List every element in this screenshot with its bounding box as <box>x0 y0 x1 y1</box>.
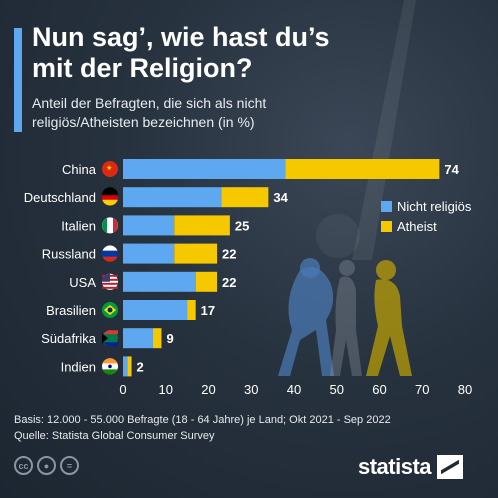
svg-text:★: ★ <box>106 164 112 172</box>
x-tick-label: 0 <box>119 382 126 397</box>
flags-group: ★ <box>102 161 118 375</box>
total-label: 25 <box>235 218 249 233</box>
x-tick-label: 60 <box>372 382 386 397</box>
usa-flag-icon <box>102 273 118 290</box>
total-label: 17 <box>201 303 215 318</box>
total-label: 9 <box>166 331 173 346</box>
legend-label: Atheist <box>397 219 437 234</box>
category-label: USA <box>69 275 96 290</box>
category-label: Südafrika <box>41 331 97 346</box>
statista-mark-icon <box>437 455 464 479</box>
total-labels: 74 34 25 22 22 17 9 2 <box>137 162 460 374</box>
category-label: China <box>62 162 97 177</box>
bar-nicht-religioes <box>123 300 188 320</box>
bar-nicht-religioes <box>123 187 222 208</box>
x-tick-label: 30 <box>244 382 258 397</box>
title-accent-bar <box>14 28 22 132</box>
license-icons: cc ● = <box>14 456 79 475</box>
evolution-illustration-icon <box>278 0 416 376</box>
statista-logo[interactable]: statista <box>358 454 464 480</box>
footer-basis: Basis: 12.000 - 55.000 Befragte (18 - 64… <box>14 414 391 426</box>
total-label: 2 <box>137 359 144 374</box>
footer-source: Quelle: Statista Global Consumer Survey <box>14 430 215 442</box>
category-label: Indien <box>61 359 96 374</box>
bar-atheist <box>174 215 230 236</box>
legend-swatch <box>381 201 392 212</box>
category-label: Italien <box>61 218 96 233</box>
x-tick-label: 40 <box>287 382 301 397</box>
bar-nicht-religioes <box>123 271 196 292</box>
legend-swatch <box>381 221 392 232</box>
brand-name: statista <box>358 454 432 479</box>
x-axis-ticks: 0 10 20 30 40 50 60 70 80 <box>119 382 472 397</box>
category-labels: China Deutschland Italien Russland USA Brasil… <box>24 162 97 374</box>
x-tick-label: 70 <box>415 382 429 397</box>
x-tick-label: 80 <box>458 382 472 397</box>
south-africa-flag-icon <box>102 330 118 347</box>
x-tick-label: 10 <box>159 382 173 397</box>
india-flag-icon <box>102 358 118 375</box>
bar-atheist <box>174 243 218 264</box>
chart-title: Nun sag’, wie hast du’s mit der Religion… <box>32 22 330 83</box>
total-label: 34 <box>273 190 288 205</box>
bar-nicht-religioes <box>123 159 286 179</box>
bar-atheist <box>127 356 132 377</box>
category-label: Deutschland <box>24 190 96 205</box>
bars-group <box>123 159 440 377</box>
bar-nicht-religioes <box>123 215 175 236</box>
bar-nicht-religioes <box>123 356 128 377</box>
bar-atheist <box>187 300 196 320</box>
total-label: 74 <box>444 162 459 177</box>
bar-atheist <box>195 271 218 292</box>
footer: Basis: 12.000 - 55.000 Befragte (18 - 64… <box>14 412 391 444</box>
bar-atheist <box>152 328 162 349</box>
brazil-flag-icon <box>102 302 118 318</box>
bar-atheist <box>221 187 269 208</box>
legend: Nicht religiös Atheist <box>381 199 472 234</box>
bar-nicht-religioes <box>123 243 175 264</box>
x-tick-label: 50 <box>330 382 344 397</box>
legend-label: Nicht religiös <box>397 199 472 214</box>
russia-flag-icon <box>102 245 118 262</box>
total-label: 22 <box>222 275 236 290</box>
category-label: Brasilien <box>46 303 96 318</box>
chart-subtitle: Anteil der Befragten, die sich als nicht… <box>32 95 267 130</box>
cc-icon: cc <box>14 456 33 475</box>
person-icon: ● <box>37 456 56 475</box>
bar-atheist <box>285 159 440 179</box>
total-label: 22 <box>222 247 236 262</box>
category-label: Russland <box>42 247 96 262</box>
bar-nicht-religioes <box>123 328 153 349</box>
equals-icon: = <box>60 456 79 475</box>
germany-flag-icon <box>102 187 118 206</box>
italy-flag-icon <box>102 217 118 234</box>
x-tick-label: 20 <box>201 382 215 397</box>
china-flag-icon: ★ <box>102 161 118 177</box>
